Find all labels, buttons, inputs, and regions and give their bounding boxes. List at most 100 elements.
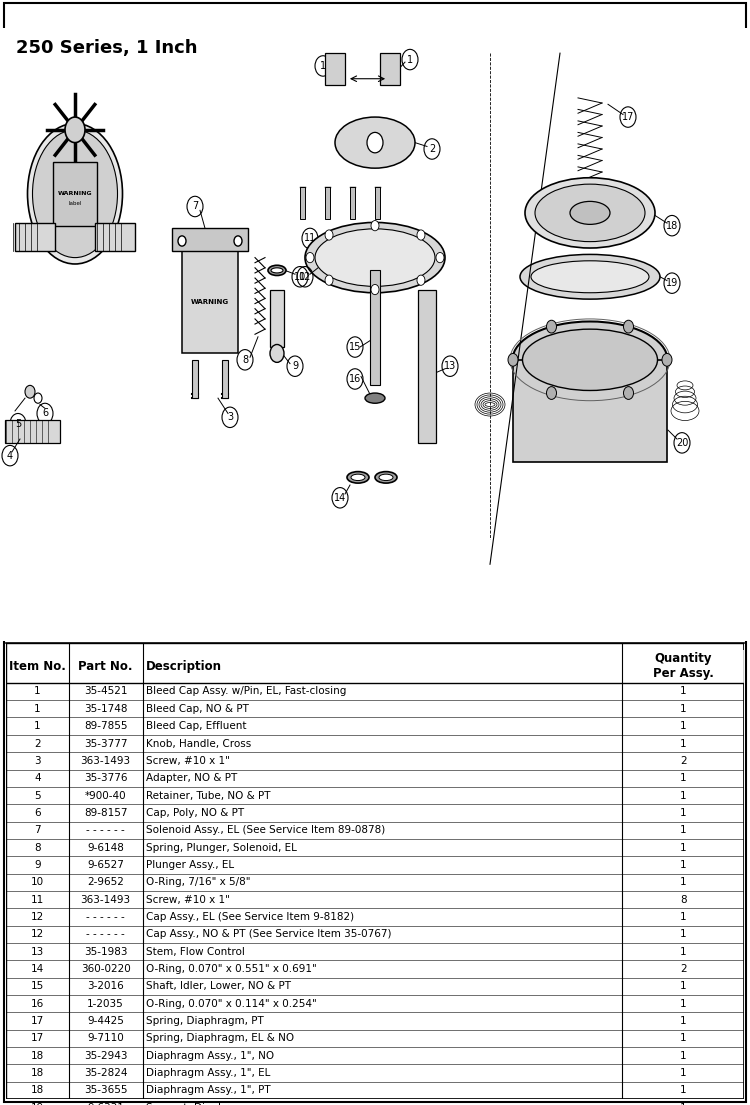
Circle shape bbox=[25, 386, 35, 398]
Text: 363-1493: 363-1493 bbox=[80, 756, 130, 766]
FancyBboxPatch shape bbox=[375, 188, 380, 219]
Ellipse shape bbox=[347, 472, 369, 483]
Circle shape bbox=[436, 252, 444, 263]
Circle shape bbox=[234, 235, 242, 246]
FancyBboxPatch shape bbox=[380, 53, 400, 85]
Text: 35-3777: 35-3777 bbox=[84, 738, 128, 748]
FancyBboxPatch shape bbox=[325, 188, 330, 219]
Text: 9-6331: 9-6331 bbox=[87, 1103, 124, 1105]
Text: 11: 11 bbox=[304, 233, 316, 243]
Text: 89-8157: 89-8157 bbox=[84, 808, 128, 818]
Text: *900-40: *900-40 bbox=[85, 790, 127, 800]
Circle shape bbox=[306, 252, 314, 263]
Text: 35-3776: 35-3776 bbox=[84, 774, 128, 783]
Text: Plunger Assy., EL: Plunger Assy., EL bbox=[146, 860, 234, 870]
Text: 9-7110: 9-7110 bbox=[87, 1033, 124, 1043]
Text: 1: 1 bbox=[680, 1085, 686, 1095]
Text: 1: 1 bbox=[680, 912, 686, 922]
Ellipse shape bbox=[32, 129, 118, 257]
Text: 1: 1 bbox=[680, 686, 686, 696]
Circle shape bbox=[34, 393, 42, 403]
Ellipse shape bbox=[535, 185, 645, 242]
Text: 15: 15 bbox=[31, 981, 44, 991]
Text: Stem, Flow Control: Stem, Flow Control bbox=[146, 947, 245, 957]
Text: Cap Assy., EL (See Service Item 9-8182): Cap Assy., EL (See Service Item 9-8182) bbox=[146, 912, 354, 922]
Circle shape bbox=[178, 235, 186, 246]
Text: 1: 1 bbox=[680, 999, 686, 1009]
Text: 89-7855: 89-7855 bbox=[84, 722, 128, 732]
Text: - - - - - -: - - - - - - bbox=[86, 912, 125, 922]
Text: 1: 1 bbox=[680, 981, 686, 991]
Text: 6: 6 bbox=[34, 808, 40, 818]
Text: 1: 1 bbox=[320, 61, 326, 71]
Text: 9-4425: 9-4425 bbox=[87, 1015, 124, 1025]
Text: 1: 1 bbox=[34, 686, 40, 696]
Text: Solenoid Assy., EL (See Service Item 89-0878): Solenoid Assy., EL (See Service Item 89-… bbox=[146, 825, 386, 835]
Ellipse shape bbox=[268, 265, 286, 275]
Text: 35-2943: 35-2943 bbox=[84, 1051, 128, 1061]
Text: 3-2016: 3-2016 bbox=[87, 981, 124, 991]
Ellipse shape bbox=[525, 178, 655, 248]
Ellipse shape bbox=[305, 222, 445, 293]
Text: Bleed Cap Assy. w/Pin, EL, Fast-closing: Bleed Cap Assy. w/Pin, EL, Fast-closing bbox=[146, 686, 346, 696]
Text: 13: 13 bbox=[31, 947, 44, 957]
Text: 1: 1 bbox=[680, 808, 686, 818]
Circle shape bbox=[367, 133, 383, 152]
Circle shape bbox=[417, 230, 425, 240]
Text: 12: 12 bbox=[31, 929, 44, 939]
Text: 7: 7 bbox=[192, 201, 198, 211]
Text: WARNING: WARNING bbox=[191, 299, 229, 305]
Text: 1: 1 bbox=[680, 1015, 686, 1025]
Ellipse shape bbox=[315, 229, 435, 286]
Text: 18: 18 bbox=[31, 1051, 44, 1061]
Text: 8: 8 bbox=[34, 842, 40, 853]
Text: 13: 13 bbox=[444, 361, 456, 371]
Text: Screw, #10 x 1": Screw, #10 x 1" bbox=[146, 756, 230, 766]
Text: 18: 18 bbox=[31, 1085, 44, 1095]
FancyBboxPatch shape bbox=[95, 223, 135, 251]
Text: 17: 17 bbox=[31, 1033, 44, 1043]
Text: 1: 1 bbox=[680, 1069, 686, 1078]
FancyBboxPatch shape bbox=[270, 290, 284, 347]
Text: 9-6527: 9-6527 bbox=[87, 860, 124, 870]
Text: Spring, Diaphragm, EL & NO: Spring, Diaphragm, EL & NO bbox=[146, 1033, 294, 1043]
Circle shape bbox=[547, 387, 556, 399]
Text: 360-0220: 360-0220 bbox=[81, 964, 130, 974]
Text: 12: 12 bbox=[298, 272, 311, 282]
Text: 1: 1 bbox=[680, 860, 686, 870]
FancyBboxPatch shape bbox=[513, 360, 667, 462]
Text: Diaphragm Assy., 1", NO: Diaphragm Assy., 1", NO bbox=[146, 1051, 274, 1061]
Text: Shaft, Idler, Lower, NO & PT: Shaft, Idler, Lower, NO & PT bbox=[146, 981, 291, 991]
Text: 19: 19 bbox=[666, 278, 678, 288]
Text: O-Ring, 7/16" x 5/8": O-Ring, 7/16" x 5/8" bbox=[146, 877, 250, 887]
Text: 15: 15 bbox=[349, 343, 361, 352]
Text: Cap Assy., NO & PT (See Service Item 35-0767): Cap Assy., NO & PT (See Service Item 35-… bbox=[146, 929, 392, 939]
Text: 1: 1 bbox=[680, 774, 686, 783]
Text: 17: 17 bbox=[31, 1015, 44, 1025]
Text: 1: 1 bbox=[680, 947, 686, 957]
Text: 2: 2 bbox=[34, 738, 40, 748]
Text: 1: 1 bbox=[407, 54, 413, 64]
Text: - - - - - -: - - - - - - bbox=[86, 929, 125, 939]
Text: Bleed Cap, Effluent: Bleed Cap, Effluent bbox=[146, 722, 247, 732]
Text: 9: 9 bbox=[292, 361, 298, 371]
Text: 8: 8 bbox=[680, 895, 686, 905]
Text: Part No.: Part No. bbox=[79, 660, 133, 673]
Text: 9: 9 bbox=[34, 860, 40, 870]
Ellipse shape bbox=[335, 117, 415, 168]
Ellipse shape bbox=[28, 124, 122, 264]
Text: 16: 16 bbox=[349, 373, 361, 383]
Text: 2: 2 bbox=[680, 756, 686, 766]
Text: 35-1748: 35-1748 bbox=[84, 704, 128, 714]
Ellipse shape bbox=[379, 474, 393, 481]
FancyBboxPatch shape bbox=[53, 161, 97, 225]
Circle shape bbox=[623, 387, 634, 399]
Text: 1: 1 bbox=[680, 825, 686, 835]
Text: Description: Description bbox=[146, 660, 222, 673]
Text: O-Ring, 0.070" x 0.114" x 0.254": O-Ring, 0.070" x 0.114" x 0.254" bbox=[146, 999, 317, 1009]
Text: 35-3655: 35-3655 bbox=[84, 1085, 128, 1095]
Text: Knob, Handle, Cross: Knob, Handle, Cross bbox=[146, 738, 251, 748]
Bar bbox=[6, 650, 744, 683]
Text: 18: 18 bbox=[666, 221, 678, 231]
Text: 35-4521: 35-4521 bbox=[84, 686, 128, 696]
